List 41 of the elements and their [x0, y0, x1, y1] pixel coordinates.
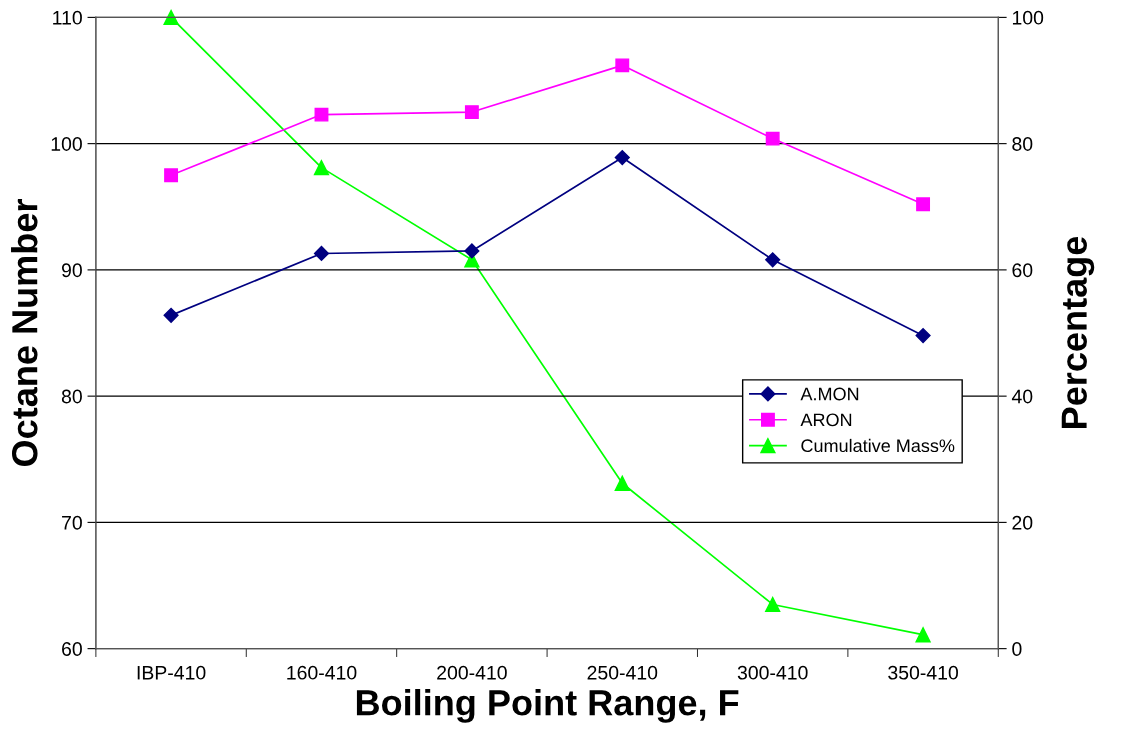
- point: [765, 252, 781, 268]
- point: [916, 197, 931, 212]
- y2-tick-label: 40: [1011, 389, 1033, 404]
- legend-label: ARON: [800, 413, 852, 427]
- y2-tick-label: 20: [1012, 515, 1033, 530]
- legend-label: Cumulative Mass%: [801, 438, 955, 453]
- point: [163, 307, 179, 323]
- point: [164, 168, 179, 183]
- y-tick-label: 90: [61, 263, 82, 278]
- x-tick-label: IBP-410: [137, 665, 206, 680]
- y-tick-label: 110: [53, 10, 82, 25]
- point: [765, 596, 781, 613]
- point: [314, 107, 329, 122]
- y-tick-label: 100: [51, 137, 82, 151]
- point: [464, 105, 479, 120]
- y-tick-label: 70: [62, 515, 82, 530]
- point: [464, 243, 480, 259]
- y-tick-label: 80: [61, 389, 82, 404]
- y2-tick-label: 60: [1012, 263, 1033, 278]
- x-tick-label: 200-410: [437, 665, 507, 680]
- point: [615, 58, 630, 73]
- point: [313, 159, 330, 176]
- x-tick-label: 350-410: [888, 665, 958, 680]
- y2-tick-label: 0: [1012, 642, 1022, 656]
- y-axis-title: Octane Number: [11, 199, 38, 466]
- point: [765, 131, 780, 146]
- point: [313, 245, 330, 262]
- y-tick-label: 60: [62, 642, 82, 656]
- point: [915, 327, 931, 344]
- x-tick-label: 300-410: [737, 665, 808, 680]
- x-tick-label: 160-410: [287, 665, 357, 680]
- y2-tick-label: 80: [1012, 137, 1033, 151]
- point: [614, 475, 630, 491]
- x-tick-label: 250-410: [587, 665, 658, 680]
- legend-label: A.MON: [800, 387, 859, 401]
- point: [915, 627, 931, 643]
- point: [163, 9, 179, 26]
- y2-tick-label: 100: [1012, 10, 1044, 25]
- point: [614, 149, 630, 166]
- x-axis-title: Boiling Point Range, F: [356, 689, 739, 723]
- y2-axis-title: Percentage: [1061, 236, 1095, 428]
